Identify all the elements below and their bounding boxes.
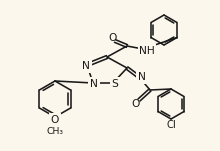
Text: N: N (82, 61, 90, 71)
Text: N: N (90, 79, 98, 89)
Text: O: O (109, 33, 117, 43)
Text: N: N (138, 72, 146, 82)
Text: CH₃: CH₃ (46, 127, 64, 135)
Text: S: S (112, 79, 118, 89)
Text: NH: NH (139, 46, 155, 56)
Text: O: O (51, 115, 59, 125)
Text: O: O (132, 99, 140, 109)
Text: Cl: Cl (166, 120, 176, 130)
